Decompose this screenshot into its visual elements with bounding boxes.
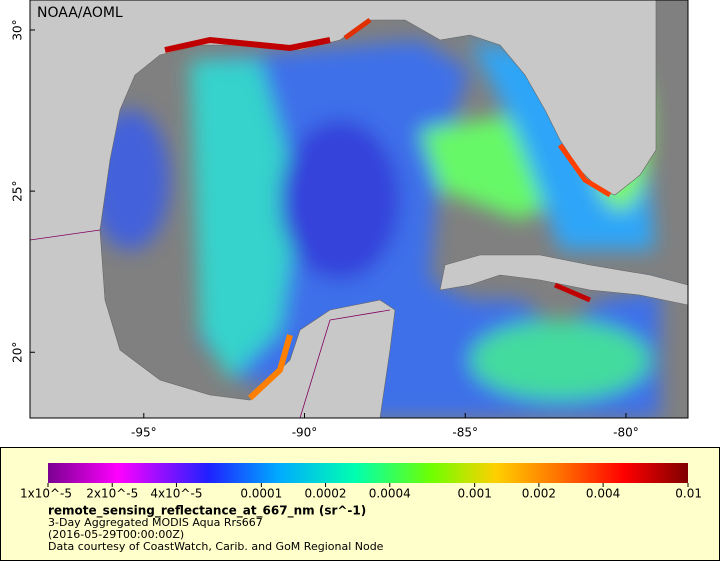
colorbar-tick-label: 0.004 xyxy=(586,487,620,501)
map-frame xyxy=(29,0,689,419)
colorbar xyxy=(48,463,688,483)
cuba xyxy=(439,254,688,306)
borders xyxy=(30,229,391,418)
colorbar-tick-label: 4x10^-5 xyxy=(150,487,202,501)
y-tick-label: 25° xyxy=(11,180,25,201)
coastal-high xyxy=(164,36,331,53)
x-tick-label: -80° xyxy=(613,426,639,440)
legend-line: 3-Day Aggregated MODIS Aqua Rrs667 xyxy=(48,516,263,529)
coastal-high xyxy=(557,143,612,198)
legend-line: (2016-05-29T00:00:00Z) xyxy=(48,528,184,541)
coastal-high xyxy=(247,334,293,401)
legend-title: remote_sensing_reflectance_at_667_nm (sr… xyxy=(48,504,366,519)
x-tick-label: -90° xyxy=(292,426,318,440)
coastal-high xyxy=(554,282,591,303)
colorbar-tick-label: 0.0001 xyxy=(240,487,282,501)
colorbar-tick-label: 0.0002 xyxy=(305,487,347,501)
credit: NOAA/AOML xyxy=(37,5,123,21)
y-tick-label: 20° xyxy=(11,342,25,363)
x-tick-label: -85° xyxy=(452,426,478,440)
colorbar-tick-label: 1x10^-5 xyxy=(20,487,72,501)
legend-line: Data courtesy of CoastWatch, Carib. and … xyxy=(48,540,384,553)
colorbar-tick-label: 0.01 xyxy=(675,487,702,501)
coastal-high xyxy=(343,17,372,41)
colorbar-tick-label: 0.001 xyxy=(457,487,491,501)
y-tick-label: 30° xyxy=(11,19,25,40)
colorbar-tick-label: 2x10^-5 xyxy=(86,487,138,501)
colorbar-tick-label: 0.002 xyxy=(522,487,556,501)
map: NOAA/AOML xyxy=(30,0,688,418)
x-tick-label: -95° xyxy=(131,426,157,440)
colorbar-tick-label: 0.0004 xyxy=(369,487,411,501)
